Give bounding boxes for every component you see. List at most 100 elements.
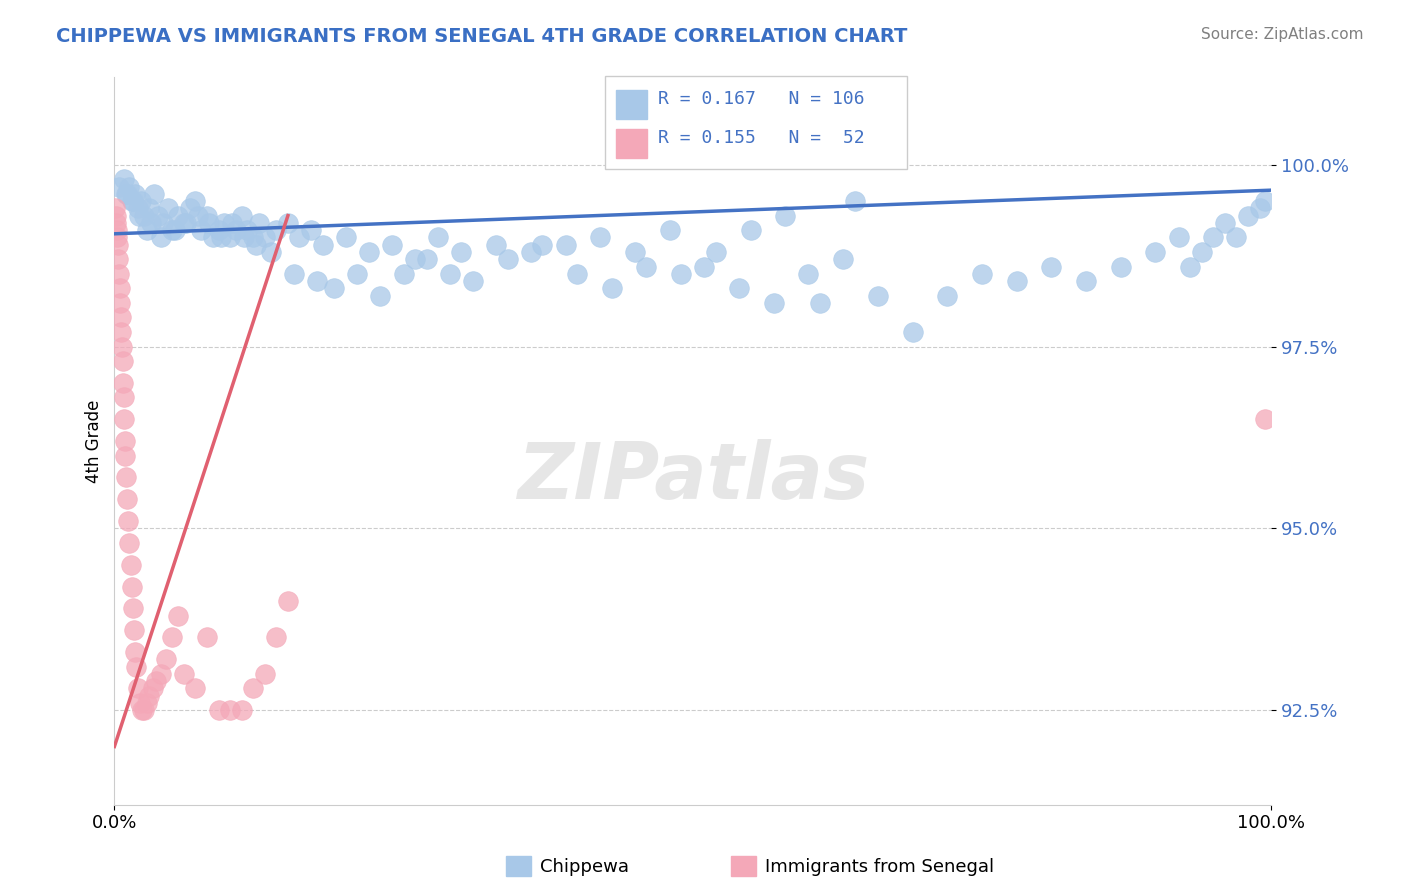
Point — [120, 558, 142, 572]
Point — [122, 623, 145, 637]
Point — [589, 230, 612, 244]
Point — [1144, 244, 1167, 259]
Point — [198, 216, 221, 230]
Point — [134, 209, 156, 223]
Point — [439, 267, 461, 281]
Point — [1225, 230, 1247, 244]
Point — [128, 209, 150, 223]
Point — [775, 209, 797, 223]
Point — [370, 288, 392, 302]
Point — [219, 230, 242, 244]
Point — [266, 223, 288, 237]
Point — [247, 216, 270, 230]
Point — [236, 223, 259, 237]
Point — [114, 449, 136, 463]
Point — [121, 194, 143, 208]
Point — [167, 608, 190, 623]
Point — [110, 310, 132, 325]
Point — [277, 594, 299, 608]
Point — [122, 601, 145, 615]
Point — [115, 186, 138, 201]
Point — [461, 274, 484, 288]
Point — [118, 536, 141, 550]
Point — [259, 244, 281, 259]
Point — [162, 223, 184, 237]
Point — [1109, 260, 1132, 274]
Point — [111, 339, 134, 353]
Point — [111, 354, 134, 368]
Point — [104, 202, 127, 216]
Point — [155, 652, 177, 666]
Point — [832, 252, 855, 267]
Point — [110, 325, 132, 339]
Point — [1249, 202, 1271, 216]
Point — [195, 631, 218, 645]
Point — [335, 230, 357, 244]
Point — [207, 223, 229, 237]
Point — [415, 252, 437, 267]
Point — [346, 267, 368, 281]
Point — [233, 230, 256, 244]
Point — [1202, 230, 1225, 244]
Point — [108, 296, 131, 310]
Point — [112, 376, 135, 390]
Point — [138, 202, 160, 216]
Point — [808, 296, 831, 310]
Point — [704, 244, 727, 259]
Point — [131, 703, 153, 717]
Point — [134, 703, 156, 717]
Point — [115, 470, 138, 484]
Point — [148, 209, 170, 223]
Point — [122, 194, 145, 208]
Point — [485, 237, 508, 252]
Text: R = 0.155   N =  52: R = 0.155 N = 52 — [658, 129, 865, 147]
Text: Chippewa: Chippewa — [540, 858, 628, 876]
Point — [936, 288, 959, 302]
Point — [114, 434, 136, 448]
Point — [145, 674, 167, 689]
Point — [253, 230, 276, 244]
Point — [392, 267, 415, 281]
Point — [118, 179, 141, 194]
Point — [427, 230, 450, 244]
Point — [242, 681, 264, 696]
Point — [1191, 244, 1213, 259]
Point — [108, 267, 131, 281]
Point — [1167, 230, 1189, 244]
Point — [129, 194, 152, 208]
Point — [901, 325, 924, 339]
Point — [624, 244, 647, 259]
Point — [277, 216, 299, 230]
Point — [127, 202, 149, 216]
Point — [125, 659, 148, 673]
Point — [565, 267, 588, 281]
Point — [1005, 274, 1028, 288]
Point — [299, 223, 322, 237]
Point — [142, 186, 165, 201]
Point — [866, 288, 889, 302]
Point — [149, 230, 172, 244]
Point — [105, 223, 128, 237]
Point — [190, 223, 212, 237]
Point — [283, 267, 305, 281]
Point — [173, 666, 195, 681]
Point — [381, 237, 404, 252]
Point — [740, 223, 762, 237]
Point — [156, 202, 179, 216]
Point — [221, 216, 243, 230]
Point — [124, 186, 146, 201]
Point — [107, 252, 129, 267]
Point — [112, 172, 135, 186]
Point — [970, 267, 993, 281]
Point — [127, 681, 149, 696]
Point — [600, 281, 623, 295]
Point — [105, 230, 128, 244]
Point — [124, 645, 146, 659]
Point — [142, 681, 165, 696]
Point — [184, 681, 207, 696]
Point — [658, 223, 681, 237]
Y-axis label: 4th Grade: 4th Grade — [86, 400, 103, 483]
Point — [187, 209, 209, 223]
Point — [195, 209, 218, 223]
Point — [1254, 194, 1277, 208]
